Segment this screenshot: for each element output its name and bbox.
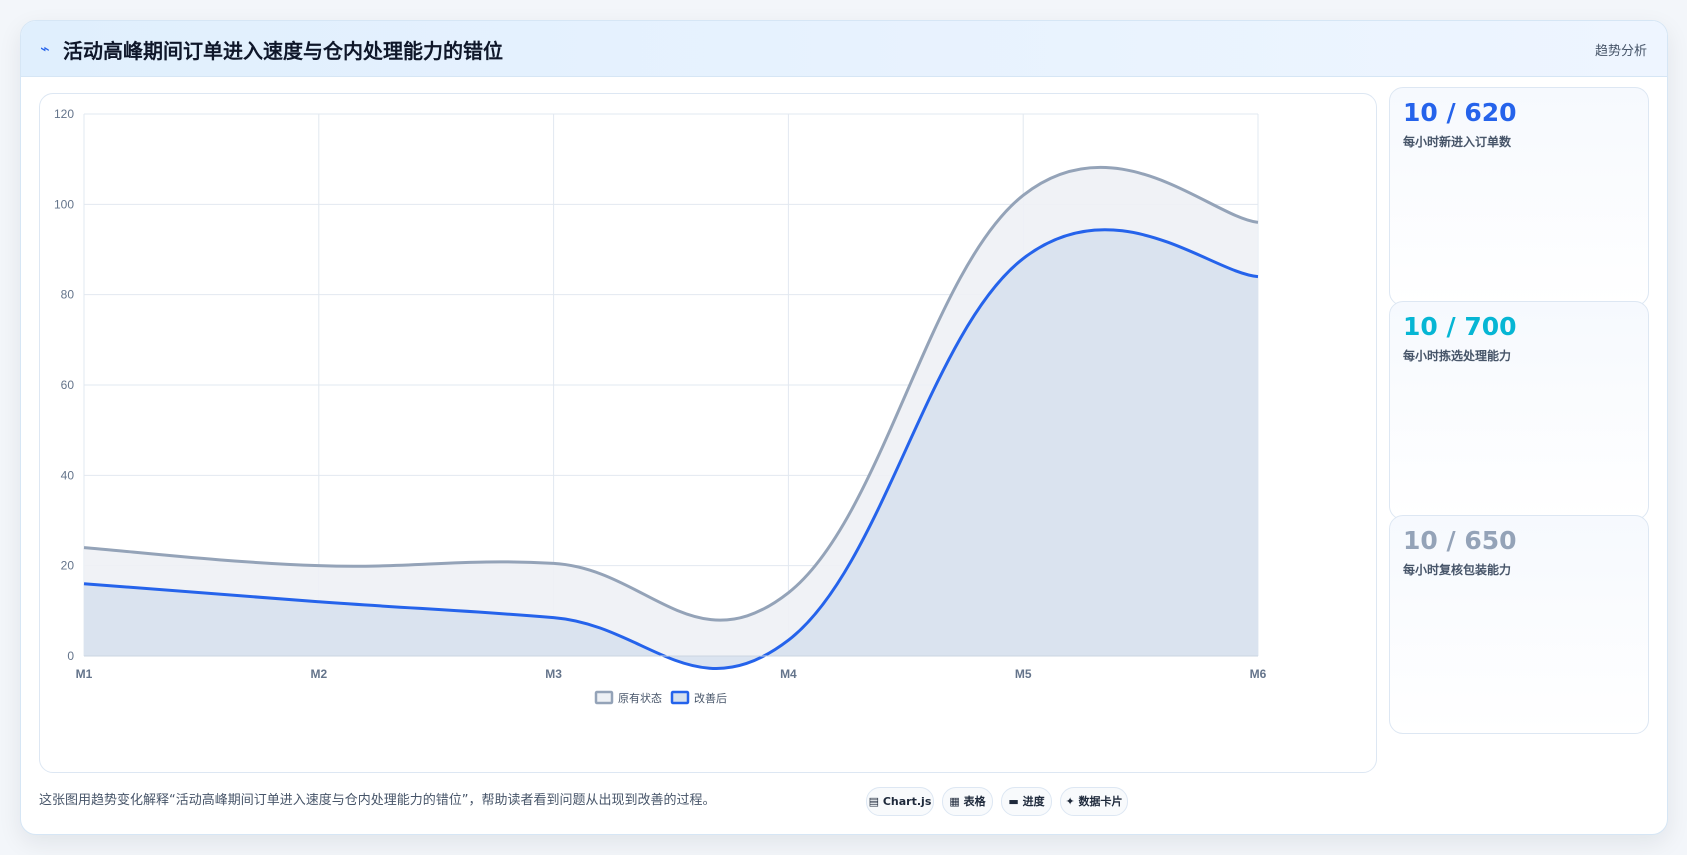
x-tick-label: M6 [1250,667,1267,681]
pill-table[interactable]: ▦ 表格 [942,787,993,816]
y-tick-label: 0 [67,649,74,663]
y-tick-label: 60 [61,378,75,392]
legend-swatch [670,690,690,705]
y-tick-label: 20 [61,559,75,573]
series-line-1 [83,228,1259,670]
pill-label: 进度 [1022,795,1045,808]
chart-description: 这张图用趋势变化解释“活动高峰期间订单进入速度与仓内处理能力的错位”，帮助读者看… [39,793,716,808]
x-tick-label: M1 [76,667,93,681]
y-tick-label: 100 [54,197,74,211]
pill-label: Chart.js [882,795,932,808]
x-tick-label: M5 [1015,667,1032,681]
legend-label: 原有状态 [618,691,662,705]
progress-icon: ▬ [1008,795,1019,808]
chart-icon: ▤ [868,795,880,808]
kpi-label: 每小时新进入订单数 [1403,135,1512,149]
pill-label: 表格 [963,795,986,808]
x-tick-label: M2 [310,667,327,681]
card-title: 活动高峰期间订单进入速度与仓内处理能力的错位 [63,39,503,63]
legend-swatch [594,690,614,705]
kpi-value: 10 / 620 [1403,98,1517,127]
trend-card: ⌁ 活动高峰期间订单进入速度与仓内处理能力的错位 趋势分析 0 20 40 60 80 1… [20,20,1668,835]
trend-line-icon: ⌁ [40,39,50,58]
area-chart: 0 20 40 60 80 100 120 M1 M2 M3 M4 M5 M6 原有状态 改善后 [54,107,1267,705]
kpi-card-picking: 10 / 700 每小时拣选处理能力 [1389,301,1649,520]
pill-progress[interactable]: ▬ 进度 [1001,787,1052,816]
series-line-0 [83,165,1259,622]
x-tick-label: M4 [780,667,797,681]
pill-chartjs[interactable]: ▤ Chart.js [866,787,934,816]
x-tick-label: M3 [545,667,562,681]
y-tick-label: 40 [61,468,75,482]
sparkle-icon: ✦ [1065,795,1075,808]
y-tick-label: 120 [54,107,74,121]
card-header: ⌁ 活动高峰期间订单进入速度与仓内处理能力的错位 趋势分析 [21,21,1667,77]
chart-panel: 0 20 40 60 80 100 120 M1 M2 M3 M4 M5 M6 原有状态 改善后 [39,93,1377,773]
legend-label: 改善后 [694,691,727,705]
table-icon: ▦ [949,795,960,808]
kpi-value: 10 / 650 [1403,526,1517,555]
pill-label: 数据卡片 [1078,795,1123,808]
y-tick-label: 80 [61,288,75,302]
kpi-card-packing: 10 / 650 每小时复核包装能力 [1389,515,1649,734]
category-tag: 趋势分析 [1594,44,1647,59]
pill-data-cards[interactable]: ✦ 数据卡片 [1060,787,1128,816]
kpi-card-orders: 10 / 620 每小时新进入订单数 [1389,87,1649,306]
kpi-value: 10 / 700 [1403,312,1517,341]
series-area-1 [84,229,1258,669]
kpi-label: 每小时复核包装能力 [1403,563,1512,577]
kpi-label: 每小时拣选处理能力 [1403,349,1512,363]
